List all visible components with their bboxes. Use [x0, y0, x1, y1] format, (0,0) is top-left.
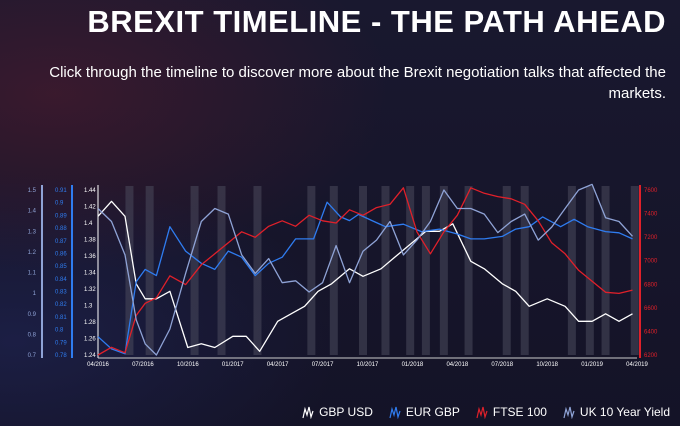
y-tick-label: 1.24	[84, 353, 96, 359]
y-tick-label: 1.3	[84, 304, 93, 310]
y-tick-label: 0.79	[55, 340, 67, 346]
legend-label: EUR GBP	[405, 405, 460, 419]
legend-label: UK 10 Year Yield	[579, 405, 670, 419]
page-title: BREXIT TIMELINE - THE PATH AHEAD	[87, 4, 666, 39]
line-chart-icon	[389, 406, 401, 419]
y-tick-label: 1.4	[84, 221, 93, 227]
y-tick-label: 0.81	[55, 315, 67, 321]
y-tick-label: 0.82	[55, 302, 67, 308]
event-band[interactable]	[601, 186, 610, 355]
x-tick-label: 04/2019	[626, 362, 648, 368]
y-tick-label: 1.34	[84, 271, 96, 277]
event-band[interactable]	[520, 186, 529, 355]
x-tick-label: 01/2019	[581, 362, 603, 368]
y-tick-label: 0.84	[55, 277, 67, 283]
y-tick-label: 1.32	[84, 287, 96, 293]
event-band[interactable]	[190, 186, 199, 355]
x-tick-label: 07/2018	[491, 362, 513, 368]
event-band[interactable]	[329, 186, 338, 355]
legend-label: GBP USD	[319, 405, 373, 419]
event-band[interactable]	[307, 186, 316, 355]
legend-label: FTSE 100	[492, 405, 547, 419]
event-band[interactable]	[406, 186, 415, 355]
y-tick-label: 1.28	[84, 320, 96, 326]
y-tick-label: 0.9	[28, 312, 37, 318]
event-band[interactable]	[145, 186, 154, 355]
event-band[interactable]	[567, 186, 576, 355]
y-tick-label: 1.5	[28, 188, 37, 194]
event-band[interactable]	[359, 186, 368, 355]
x-tick-label: 04/2016	[87, 362, 109, 368]
line-chart-icon	[302, 406, 314, 419]
event-band[interactable]	[421, 186, 430, 355]
y-tick-label: 0.7	[28, 353, 37, 359]
y-tick-label: 0.9	[55, 201, 64, 207]
event-band[interactable]	[502, 186, 511, 355]
x-tick-label: 01/2018	[402, 362, 424, 368]
legend-item-uk10y[interactable]: UK 10 Year Yield	[563, 405, 670, 419]
legend-item-ftse100[interactable]: FTSE 100	[476, 405, 547, 419]
x-tick-label: 04/2017	[267, 362, 289, 368]
y-tick-label: 0.8	[28, 332, 37, 338]
y-tick-label: 0.83	[55, 290, 67, 296]
y-tick-label: 7200	[644, 235, 658, 241]
legend-item-eurgbp[interactable]: EUR GBP	[389, 405, 460, 419]
y-tick-label: 1.36	[84, 254, 96, 260]
y-tick-label: 7400	[644, 212, 658, 218]
event-band[interactable]	[381, 186, 390, 355]
x-tick-label: 10/2016	[177, 362, 199, 368]
x-tick-label: 07/2016	[132, 362, 154, 368]
y-tick-label: 7600	[644, 188, 658, 194]
x-tick-label: 01/2017	[222, 362, 244, 368]
y-tick-label: 0.88	[55, 226, 67, 232]
event-band[interactable]	[630, 186, 639, 355]
y-tick-label: 1.42	[84, 205, 96, 211]
y-tick-label: 0.91	[55, 188, 67, 194]
series-line-uk10y	[97, 183, 633, 356]
series-line-ftse	[97, 187, 633, 356]
page-subtitle: Click through the timeline to discover m…	[49, 64, 666, 102]
y-tick-label: 1.4	[28, 209, 37, 215]
event-band[interactable]	[585, 186, 594, 355]
x-tick-label: 07/2017	[312, 362, 334, 368]
event-band[interactable]	[464, 186, 473, 355]
chart-legend: GBP USD EUR GBP FTSE 100 UK 10 Year Yiel…	[302, 402, 670, 422]
y-tick-label: 1.44	[84, 188, 96, 194]
y-tick-label: 1.1	[28, 271, 37, 277]
event-band[interactable]	[217, 186, 226, 355]
x-tick-label: 04/2018	[446, 362, 468, 368]
event-band[interactable]	[439, 186, 448, 355]
y-tick-label: 1.3	[28, 229, 37, 235]
line-chart-icon	[563, 406, 575, 419]
y-tick-label: 0.85	[55, 264, 67, 270]
y-tick-label: 1	[33, 291, 37, 297]
y-tick-label: 0.86	[55, 251, 67, 257]
line-chart-icon	[476, 406, 488, 419]
x-tick-label: 10/2017	[357, 362, 379, 368]
y-tick-label: 1.2	[28, 250, 37, 256]
legend-item-gbpusd[interactable]: GBP USD	[302, 405, 373, 419]
y-tick-label: 1.26	[84, 337, 96, 343]
y-tick-label: 6400	[644, 329, 658, 335]
y-tick-label: 6600	[644, 306, 658, 312]
y-tick-label: 0.8	[55, 328, 64, 334]
y-tick-label: 0.89	[55, 213, 67, 219]
event-band[interactable]	[125, 186, 134, 355]
x-tick-label: 10/2018	[536, 362, 558, 368]
y-tick-label: 0.78	[55, 353, 67, 359]
y-tick-label: 6200	[644, 353, 658, 359]
y-tick-label: 7000	[644, 259, 658, 265]
y-tick-label: 1.38	[84, 238, 96, 244]
y-tick-label: 6800	[644, 282, 658, 288]
y-tick-label: 0.87	[55, 239, 67, 245]
series-line-gbpusd	[97, 200, 633, 352]
